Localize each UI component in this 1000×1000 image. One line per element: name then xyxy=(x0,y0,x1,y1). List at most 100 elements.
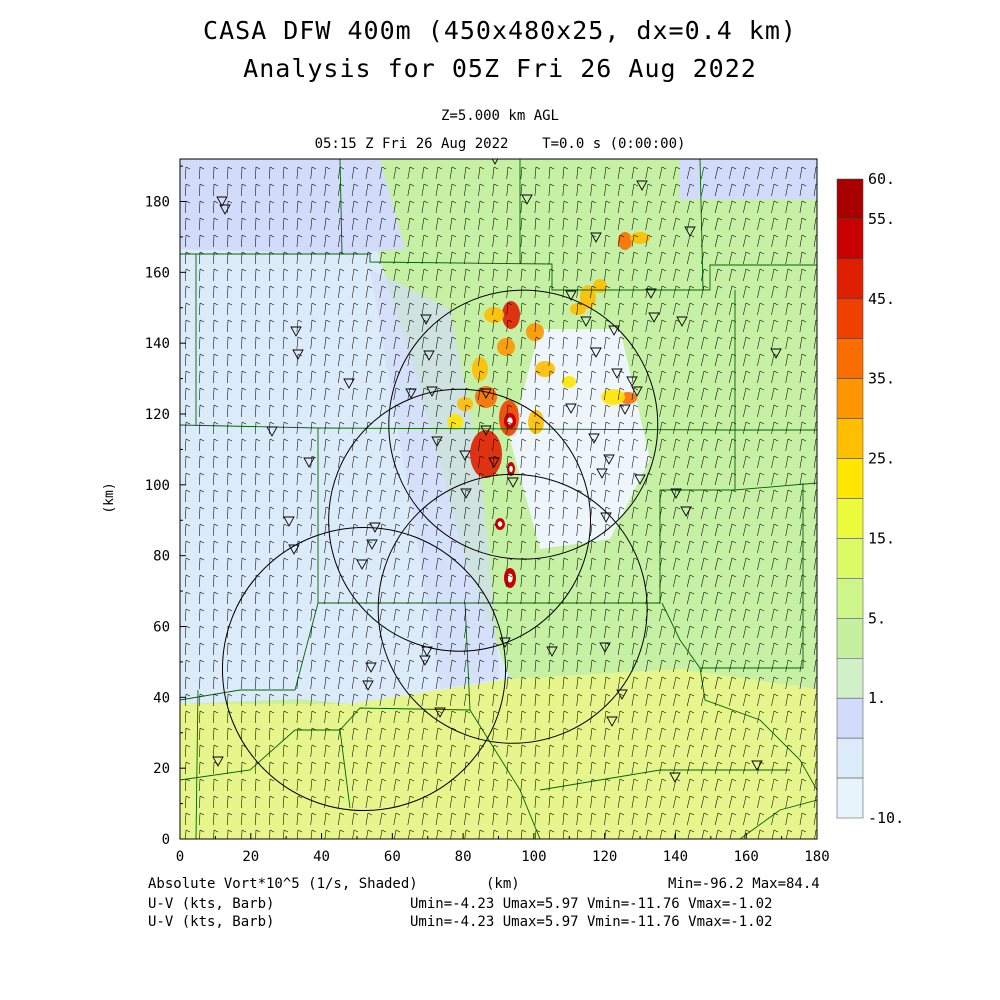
wind-barbs xyxy=(185,166,817,839)
colorbar-label: 5. xyxy=(868,609,886,627)
station-marker xyxy=(499,637,511,648)
vorticity-cell xyxy=(447,414,463,430)
station-marker xyxy=(631,386,643,397)
station-marker xyxy=(290,326,302,337)
station-marker xyxy=(303,457,315,468)
station-marker xyxy=(669,772,681,783)
station-markers xyxy=(212,159,782,783)
vorticity-field xyxy=(180,159,817,839)
colorbar-label: 1. xyxy=(868,689,886,707)
county-line xyxy=(699,667,817,791)
county-boundaries xyxy=(180,159,817,839)
valid-time-label: 05:15 Z Fri 26 Aug 2022 T=0.0 s (0:00:00… xyxy=(314,136,686,152)
vorticity-cell xyxy=(484,307,504,323)
uv-label-1: U-V (kts, Barb) xyxy=(148,896,275,912)
colorbar-segment xyxy=(836,338,864,379)
station-marker xyxy=(405,388,417,399)
white-core-region xyxy=(510,329,650,549)
radar-range-rings xyxy=(221,289,659,812)
y-tick-label: 160 xyxy=(145,265,170,281)
vorticity-core-center xyxy=(509,465,513,473)
y-tick-label: 120 xyxy=(145,407,170,423)
colorbar-segment xyxy=(836,218,864,260)
level-label: Z=5.000 km AGL xyxy=(440,108,559,124)
colorbar-segment xyxy=(836,178,864,220)
station-marker xyxy=(219,204,231,215)
station-marker xyxy=(266,426,278,437)
y-axis-label: (km) xyxy=(102,482,117,513)
station-marker xyxy=(546,646,558,657)
colorbar-segment xyxy=(836,578,864,619)
colorbar-label: 25. xyxy=(868,450,895,468)
station-marker xyxy=(616,689,628,700)
station-marker xyxy=(365,662,377,673)
x-axis-label: (km) xyxy=(486,876,520,892)
station-marker xyxy=(590,232,602,243)
colorbar-segment xyxy=(836,737,864,779)
station-marker xyxy=(680,506,692,517)
lavender-region-ne xyxy=(680,159,817,199)
station-marker xyxy=(603,454,615,465)
station-marker xyxy=(599,642,611,653)
station-marker xyxy=(565,290,577,301)
station-marker xyxy=(611,368,623,379)
x-tick-label: 0 xyxy=(176,849,184,865)
vorticity-cell xyxy=(472,357,488,381)
ring-east xyxy=(377,473,648,744)
county-line xyxy=(539,769,790,791)
station-marker xyxy=(460,488,472,499)
station-marker xyxy=(626,376,638,387)
y-tick-label: 40 xyxy=(153,690,170,706)
x-tick-label: 140 xyxy=(663,849,688,865)
station-marker xyxy=(676,316,688,327)
station-marker xyxy=(480,425,492,436)
x-tick-label: 100 xyxy=(521,849,546,865)
ring-southwest xyxy=(221,526,507,812)
county-line xyxy=(180,424,817,431)
county-line xyxy=(339,729,351,809)
station-marker xyxy=(507,477,519,488)
lavender-region-nw xyxy=(180,159,405,254)
station-marker xyxy=(431,436,443,447)
colorbar-segment xyxy=(836,538,864,579)
station-marker xyxy=(596,468,608,479)
minmax-label: Min=-96.2 Max=84.4 xyxy=(668,876,820,892)
station-marker xyxy=(288,544,300,555)
station-marker xyxy=(590,347,602,358)
station-marker xyxy=(600,512,612,523)
x-tick-label: 120 xyxy=(592,849,617,865)
vorticity-cell xyxy=(535,361,555,377)
station-marker xyxy=(292,349,304,360)
station-marker xyxy=(645,288,657,299)
y-axis: 0 20 40 60 80 100 120 140 160 180 xyxy=(145,165,186,848)
station-marker xyxy=(648,312,660,323)
x-axis: 0 20 40 60 80 100 120 140 160 180 xyxy=(176,833,830,865)
x-tick-label: 40 xyxy=(313,849,330,865)
colorbar-segment xyxy=(836,298,864,339)
colorbar-segment xyxy=(836,258,864,300)
station-marker xyxy=(636,180,648,191)
station-marker xyxy=(565,403,577,414)
vorticity-cell xyxy=(457,397,473,411)
station-marker xyxy=(283,516,295,527)
station-marker xyxy=(480,388,492,399)
vorticity-core-center xyxy=(507,573,513,583)
station-marker xyxy=(419,655,431,666)
figure-subtitle: Analysis for 05Z Fri 26 Aug 2022 xyxy=(243,54,757,83)
y-tick-label: 180 xyxy=(145,195,170,211)
station-marker xyxy=(216,196,228,207)
vorticity-cell xyxy=(593,279,607,293)
y-tick-label: 0 xyxy=(162,832,170,848)
x-tick-label: 80 xyxy=(455,849,472,865)
vorticity-cell xyxy=(580,285,596,309)
colorbar-label: 35. xyxy=(868,370,895,388)
county-line xyxy=(195,689,199,839)
uv-label-2: U-V (kts, Barb) xyxy=(148,914,275,930)
station-marker xyxy=(212,756,224,767)
station-marker xyxy=(606,716,618,727)
vorticity-core-center xyxy=(497,521,503,527)
station-marker xyxy=(634,474,646,485)
colorbar-segment xyxy=(836,498,864,539)
x-tick-label: 160 xyxy=(734,849,759,865)
